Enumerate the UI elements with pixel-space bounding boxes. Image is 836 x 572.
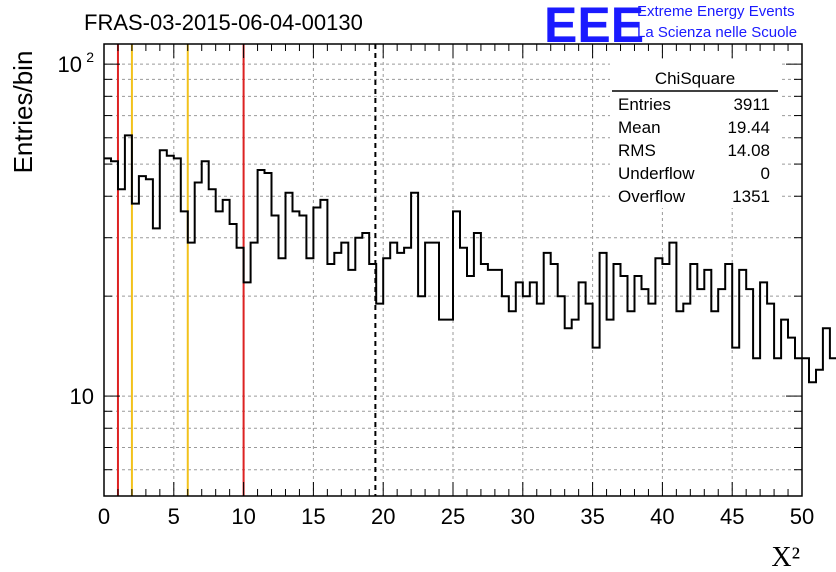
- y-tick-label: 10: [70, 384, 94, 409]
- chart-title: FRAS-03-2015-06-04-00130: [84, 10, 363, 35]
- x-axis-label: X²: [771, 542, 800, 572]
- x-tick-label: 20: [371, 504, 395, 529]
- x-tick-label: 40: [650, 504, 674, 529]
- x-tick-label: 0: [98, 504, 110, 529]
- stats-row-label: Overflow: [618, 187, 686, 206]
- x-tick-label: 35: [580, 504, 604, 529]
- marker-lines: [116, 44, 377, 496]
- y-tick-exponent: 2: [86, 49, 94, 65]
- stats-row-label: RMS: [618, 141, 656, 160]
- x-tick-label: 25: [441, 504, 465, 529]
- y-axis-label: Entries/bin: [8, 51, 38, 174]
- y-tick-label: 10: [58, 52, 82, 77]
- histogram-outline: [104, 134, 836, 384]
- stats-row-label: Entries: [618, 95, 671, 114]
- x-tick-label: 15: [301, 504, 325, 529]
- logo-subtitle-line2: La Scienza nelle Scuole: [637, 24, 798, 41]
- x-tick-label: 50: [790, 504, 814, 529]
- stats-row-value: 3911: [733, 95, 770, 114]
- x-tick-label: 45: [720, 504, 744, 529]
- stats-row-value: 14.08: [727, 141, 770, 160]
- x-tick-label: 5: [168, 504, 180, 529]
- stats-box: ChiSquare Entries 3911 Mean 19.44 RMS 14.08 Un…: [610, 60, 780, 208]
- stats-row-label: Underflow: [618, 164, 695, 183]
- stats-title: ChiSquare: [655, 69, 735, 88]
- stats-row-value: 19.44: [727, 118, 770, 137]
- stats-row-value: 0: [761, 164, 770, 183]
- x-tick-label: 10: [231, 504, 255, 529]
- stats-row-label: Mean: [618, 118, 661, 137]
- plot-frame: [103, 43, 803, 497]
- stats-row-value: 1351: [732, 187, 770, 206]
- x-tick-label: 30: [511, 504, 535, 529]
- logo-subtitle-line1: Extreme Energy Events: [637, 3, 795, 20]
- axis-ticks: [103, 44, 803, 497]
